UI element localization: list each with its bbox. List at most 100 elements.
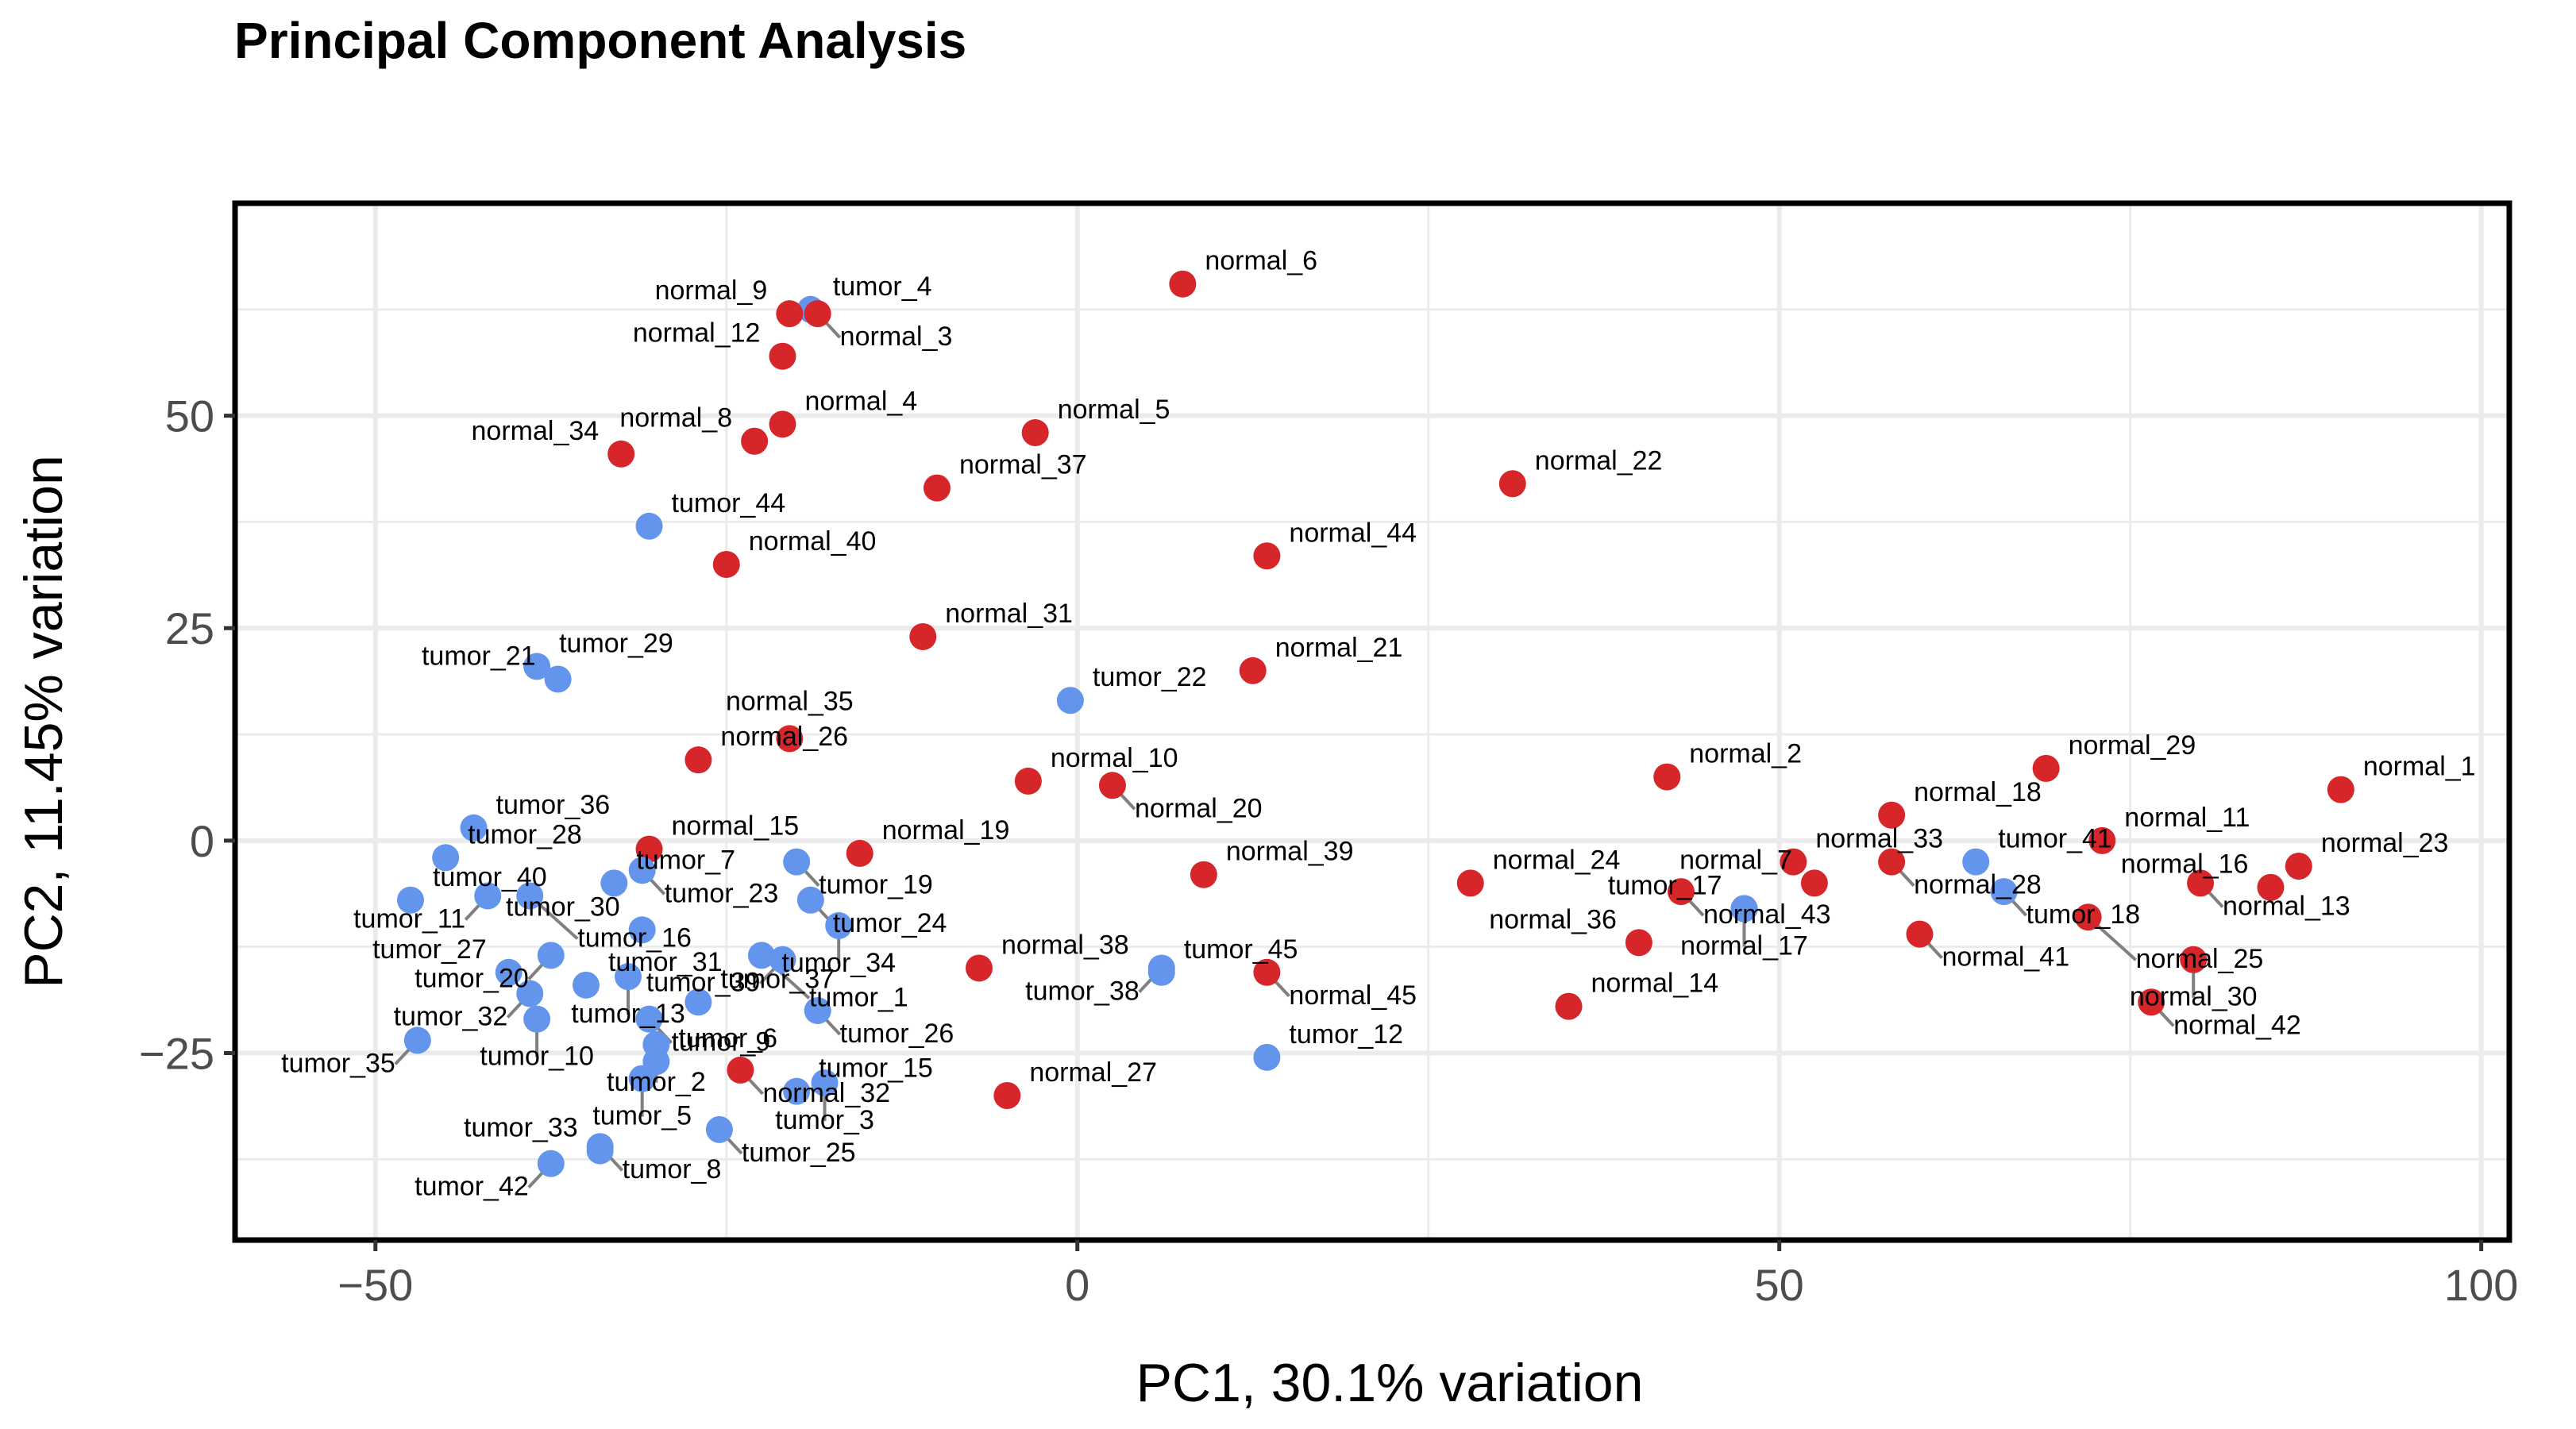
normal-point [1878,801,1906,829]
tumor-point [705,1115,733,1143]
point-label: tumor_18 [2026,899,2141,930]
point-label: normal_41 [1942,942,2069,973]
point-label: normal_31 [945,599,1073,629]
normal-point [727,1056,754,1084]
normal-point [1253,958,1281,986]
axes: −50 0 50 100 −25 0 25 50 [139,391,2518,1310]
point-label: normal_28 [1914,870,2042,900]
point-label: normal_36 [1489,904,1617,934]
point-label: tumor_26 [840,1019,954,1049]
tumor-point [642,1048,670,1076]
point-label: normal_17 [1680,931,1808,961]
tumor-point [403,1026,431,1054]
tumor-point [537,1150,565,1177]
tumor-point [635,1005,663,1033]
point-label: tumor_29 [559,628,673,658]
tumor-point [586,1133,614,1161]
point-label: tumor_39 [646,968,761,998]
normal-point [965,954,993,982]
tumor-point [783,848,811,876]
data-points [396,270,2354,1177]
point-label: normal_11 [2124,803,2250,833]
normal-point [635,835,663,863]
normal-point [1014,767,1042,795]
point-label: tumor_32 [394,1002,508,1032]
tumor-point [1147,954,1175,982]
normal-point [712,550,740,578]
point-label: tumor_10 [480,1042,594,1072]
point-label: normal_21 [1275,633,1403,663]
normal-point [741,427,769,455]
point-label: normal_30 [2130,982,2258,1012]
normal-point [2285,852,2312,880]
x-axis-title: PC1, 30.1% variation [1136,1353,1644,1413]
point-label: normal_43 [1703,899,1831,930]
point-label: normal_7 [1679,845,1792,875]
point-label: tumor_33 [464,1113,578,1143]
point-label: normal_1 [2363,752,2476,782]
tumor-point [537,942,565,969]
tumor-point [783,1077,811,1105]
tumor-point [615,963,642,991]
point-label: tumor_5 [592,1101,692,1131]
normal-point [1190,861,1217,888]
point-label: normal_24 [1493,845,1621,875]
point-label: tumor_9 [672,1027,771,1057]
normal-point [1780,848,1807,876]
tumor-point [635,512,663,540]
tumor-point [1730,895,1758,922]
normal-point [1625,929,1652,957]
normal-point [2088,826,2116,854]
point-label: normal_9 [655,275,768,306]
point-label: tumor_40 [433,862,547,892]
normal-point [776,725,804,753]
point-label: tumor_36 [496,790,611,820]
point-label: tumor_34 [781,948,896,978]
x-tick-label: −50 [337,1260,413,1310]
point-label: tumor_7 [636,845,735,875]
tumor-point [396,886,424,914]
x-tick-label: 0 [1065,1260,1089,1310]
normal-point [684,746,712,774]
tumor-point [600,869,628,897]
point-label: tumor_38 [1025,976,1140,1006]
point-label: normal_27 [1029,1057,1157,1088]
label-leader-lines [394,312,2224,1189]
point-label: normal_16 [2121,849,2249,880]
normal-point [769,342,796,370]
point-label: tumor_2 [607,1067,706,1097]
point-label: tumor_17 [1608,871,1722,901]
point-labels: tumor_4 normal_9 normal_3 normal_12 normal_4… [281,246,2475,1202]
point-label: tumor_30 [506,892,620,922]
point-label: tumor_27 [372,934,487,965]
tumor-point [1962,848,1990,876]
normal-point [846,839,873,867]
point-label: normal_2 [1689,739,1802,769]
point-label: tumor_45 [1184,934,1298,965]
normal-point [769,410,796,438]
normal-point [1239,657,1267,684]
tumor-point [516,882,544,910]
point-label: normal_22 [1535,445,1663,476]
point-label: normal_20 [1135,793,1263,823]
tumor-point [544,665,572,693]
tumor-point [523,653,551,680]
tumor-point [474,882,502,910]
normal-point [923,474,951,502]
point-label: tumor_11 [353,903,465,934]
point-label: normal_12 [633,318,761,349]
normal-point [1906,920,1934,948]
point-label: normal_29 [2069,730,2196,761]
tumor-point [628,916,656,944]
point-label: normal_6 [1205,246,1317,276]
point-label: normal_10 [1051,743,1178,773]
point-label: normal_25 [2136,944,2264,974]
point-label: normal_8 [619,403,732,433]
normal-point [1456,869,1484,897]
point-label: tumor_16 [577,922,692,953]
point-label: normal_18 [1914,777,2042,807]
point-label: tumor_44 [672,488,786,518]
normal-point [1021,419,1049,447]
point-label: normal_26 [720,722,848,752]
normal-point [2327,776,2354,803]
